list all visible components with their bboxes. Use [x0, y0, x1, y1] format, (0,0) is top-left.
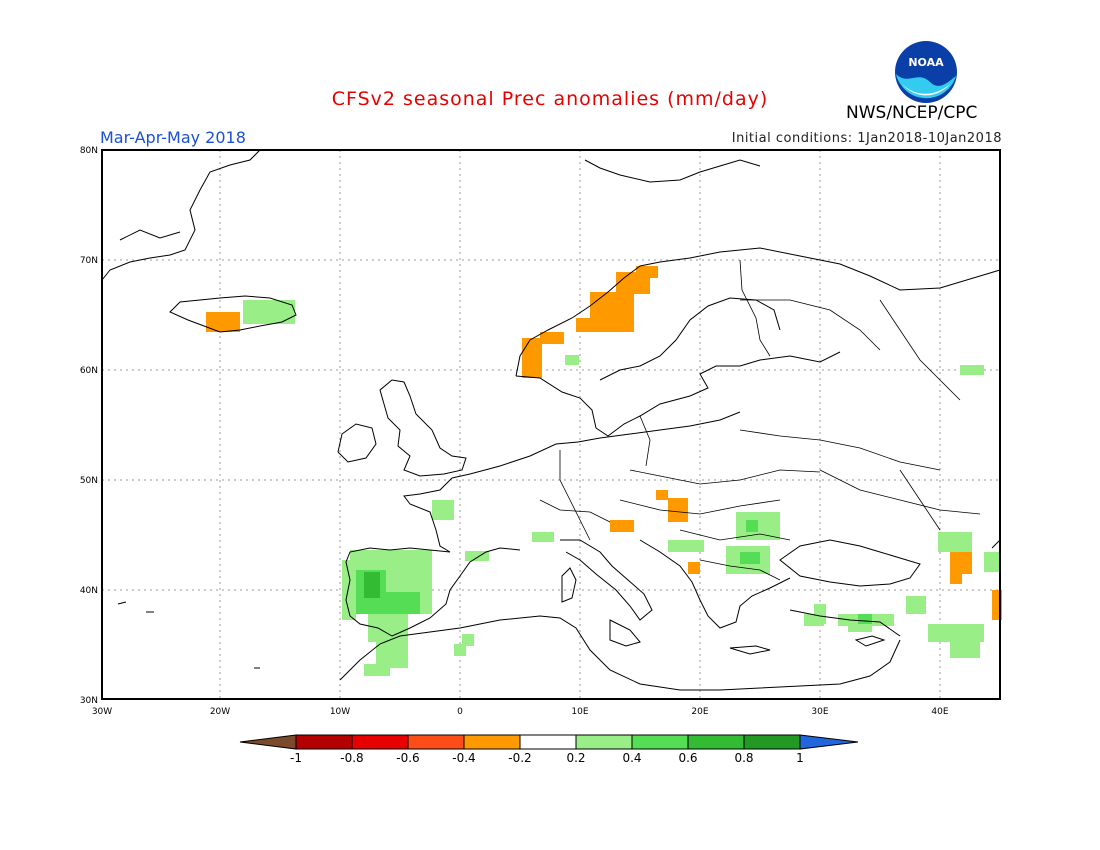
- lon-label-10e: 10E: [571, 707, 588, 717]
- colorbar-tick-label: 0.2: [566, 751, 585, 765]
- colorbar-segment: [351, 734, 409, 750]
- lat-label-60n: 60N: [80, 366, 98, 376]
- lat-label-40n: 40N: [80, 586, 98, 596]
- colorbar-segment: [575, 734, 633, 750]
- colorbar-arrow-right: [799, 734, 859, 750]
- lon-label-0: 0: [457, 707, 463, 717]
- colorbar-tick-label: -0.4: [452, 751, 475, 765]
- colorbar-segment: [463, 734, 521, 750]
- lat-label-70n: 70N: [80, 256, 98, 266]
- anomaly-cells-dark-green: [364, 572, 380, 598]
- noaa-logo-icon: NOAA: [895, 41, 957, 103]
- lon-label-10w: 10W: [330, 707, 350, 717]
- colorbar-ticks: -1 -0.8 -0.6 -0.4 -0.2 0.2 0.4 0.6 0.8 1: [290, 751, 804, 765]
- lat-label-30n: 30N: [80, 696, 98, 706]
- map-gridlines: [102, 150, 1000, 699]
- colorbar-segment: [687, 734, 745, 750]
- colorbar-segments: [239, 734, 859, 750]
- map-title: CFSv2 seasonal Prec anomalies (mm/day): [331, 88, 769, 110]
- colorbar-tick-label: 0.4: [622, 751, 641, 765]
- colorbar-tick-label: -0.6: [396, 751, 419, 765]
- map-frame: [101, 149, 1001, 700]
- lat-label-50n: 50N: [80, 476, 98, 486]
- agency-label: NWS/NCEP/CPC: [846, 103, 978, 123]
- lat-label-80n: 80N: [80, 146, 98, 156]
- colorbar-segment: [743, 734, 801, 750]
- initial-conditions-label: Initial conditions: 1Jan2018-10Jan2018: [731, 131, 1002, 146]
- colorbar-segment: [407, 734, 465, 750]
- lon-label-40e: 40E: [931, 707, 948, 717]
- longitude-labels: 30W 20W 10W 0 10E 20E 30E 40E: [92, 707, 949, 717]
- country-borders: [539, 259, 981, 581]
- anomaly-cells-orange: [206, 266, 1002, 620]
- lon-label-30e: 30E: [811, 707, 828, 717]
- colorbar-tick-label: -0.2: [508, 751, 531, 765]
- season-label: Mar-Apr-May 2018: [100, 128, 246, 147]
- colorbar-segment: [631, 734, 689, 750]
- lon-label-30w: 30W: [92, 707, 112, 717]
- colorbar-tick-label: 1: [796, 751, 804, 765]
- colorbar-tick-label: 0.8: [734, 751, 753, 765]
- colorbar-segment: [519, 734, 577, 750]
- lon-label-20e: 20E: [691, 707, 708, 717]
- lon-label-20w: 20W: [210, 707, 230, 717]
- latitude-labels: 80N 70N 60N 50N 40N 30N: [80, 146, 98, 706]
- colorbar-tick-label: -0.8: [340, 751, 363, 765]
- logo-text: NOAA: [908, 56, 944, 69]
- colorbar-arrow-left: [239, 734, 297, 750]
- colorbar-tick-label: 0.6: [678, 751, 697, 765]
- coastlines: [101, 149, 1001, 691]
- colorbar-segment: [295, 734, 353, 750]
- colorbar-tick-label: -1: [290, 751, 302, 765]
